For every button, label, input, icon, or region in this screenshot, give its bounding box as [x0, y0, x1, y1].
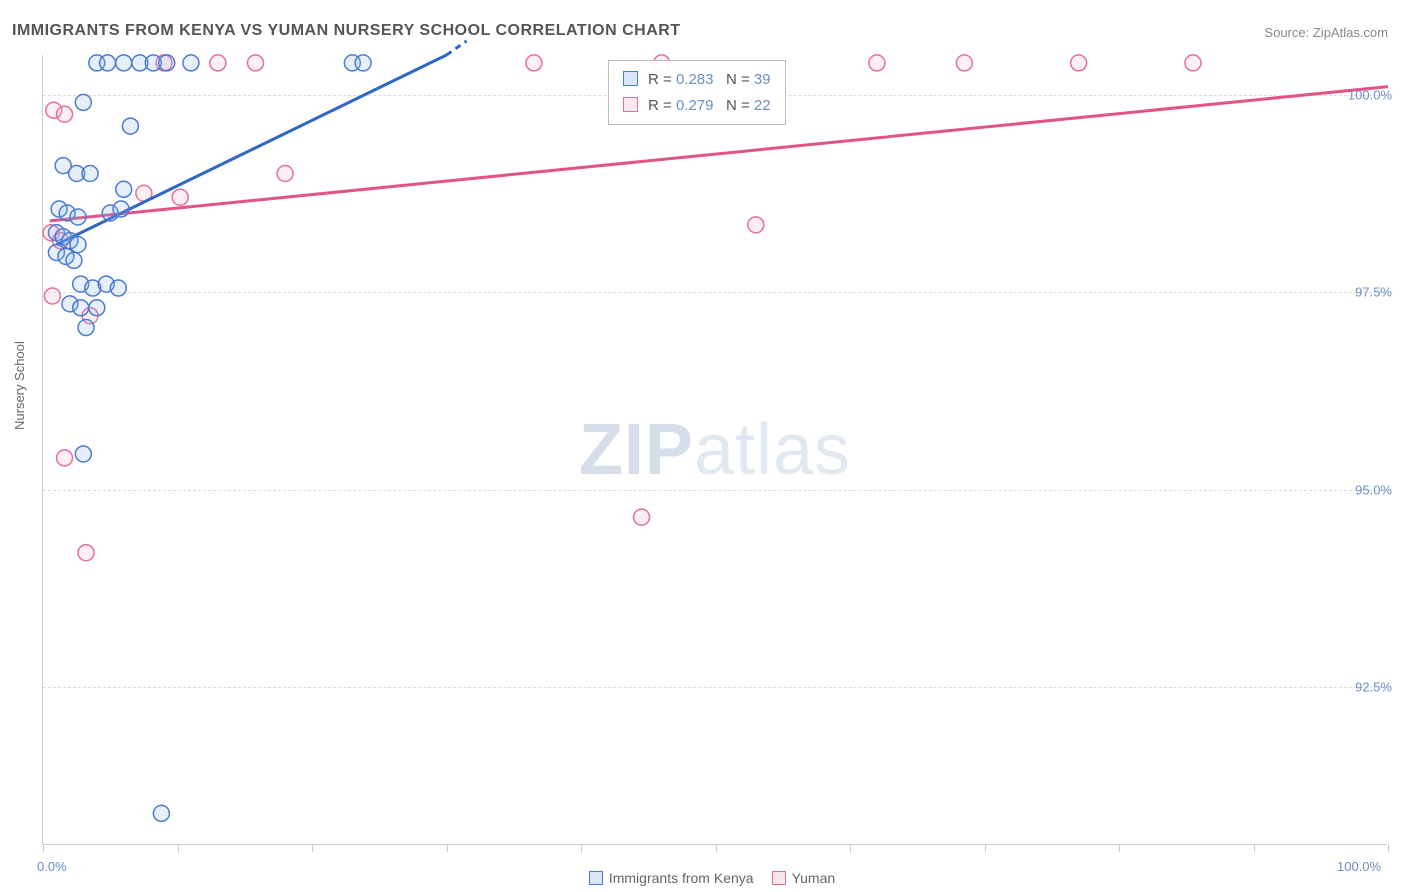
scatter-point [70, 237, 86, 253]
plot-area: ZIPatlas R = 0.283 N = 39R = 0.279 N = 2… [42, 55, 1387, 845]
legend-series-label: Immigrants from Kenya [609, 870, 754, 886]
legend-swatch [772, 871, 786, 885]
source-label: Source: [1264, 25, 1309, 40]
scatter-point [110, 280, 126, 296]
scatter-point [89, 300, 105, 316]
legend-r-value: 0.279 [676, 97, 714, 114]
legend-row: R = 0.279 N = 22 [623, 93, 771, 119]
y-tick-label: 92.5% [1355, 680, 1392, 695]
x-tick [447, 844, 448, 852]
chart-title: IMMIGRANTS FROM KENYA VS YUMAN NURSERY S… [12, 22, 681, 40]
scatter-point [73, 300, 89, 316]
scatter-point [78, 545, 94, 561]
scatter-point [210, 55, 226, 71]
x-tick [1119, 844, 1120, 852]
legend-swatch [623, 97, 638, 112]
scatter-point [122, 118, 138, 134]
x-tick [312, 844, 313, 852]
scatter-point [100, 55, 116, 71]
x-tick [43, 844, 44, 852]
trend-line-ext [447, 41, 467, 55]
scatter-point [116, 181, 132, 197]
scatter-point [75, 94, 91, 110]
legend-n-value: 39 [754, 71, 771, 88]
scatter-point [57, 450, 73, 466]
legend-r-label: R = [648, 71, 676, 88]
scatter-point [183, 55, 199, 71]
scatter-svg [43, 55, 1387, 844]
scatter-point [172, 189, 188, 205]
y-tick-label: 100.0% [1348, 87, 1392, 102]
legend-n-label: N = [713, 97, 753, 114]
x-tick [985, 844, 986, 852]
scatter-point [355, 55, 371, 71]
chart-container: IMMIGRANTS FROM KENYA VS YUMAN NURSERY S… [0, 0, 1406, 892]
x-tick [1388, 844, 1389, 852]
scatter-point [75, 446, 91, 462]
legend-r-value: 0.283 [676, 71, 714, 88]
scatter-point [159, 55, 175, 71]
legend-r-label: R = [648, 97, 676, 114]
legend-n-label: N = [713, 71, 753, 88]
legend-box: R = 0.283 N = 39R = 0.279 N = 22 [608, 60, 786, 125]
legend-series-label: Yuman [792, 870, 836, 886]
x-tick [1254, 844, 1255, 852]
scatter-point [44, 288, 60, 304]
y-tick-label: 95.0% [1355, 482, 1392, 497]
legend-n-value: 22 [754, 97, 771, 114]
x-tick [178, 844, 179, 852]
scatter-point [526, 55, 542, 71]
scatter-point [634, 509, 650, 525]
source-value: ZipAtlas.com [1313, 25, 1388, 40]
bottom-legend: Immigrants from Kenya Yuman [0, 870, 1406, 886]
x-tick [850, 844, 851, 852]
y-axis-label: Nursery School [12, 341, 27, 430]
scatter-point [57, 106, 73, 122]
legend-row: R = 0.283 N = 39 [623, 67, 771, 93]
scatter-point [277, 166, 293, 182]
scatter-point [153, 805, 169, 821]
y-tick-label: 97.5% [1355, 285, 1392, 300]
scatter-point [1185, 55, 1201, 71]
scatter-point [956, 55, 972, 71]
scatter-point [82, 166, 98, 182]
scatter-point [116, 55, 132, 71]
scatter-point [1071, 55, 1087, 71]
scatter-point [70, 209, 86, 225]
x-tick [716, 844, 717, 852]
x-tick [581, 844, 582, 852]
scatter-point [66, 252, 82, 268]
scatter-point [869, 55, 885, 71]
legend-swatch [623, 71, 638, 86]
source-attribution: Source: ZipAtlas.com [1264, 25, 1388, 40]
scatter-point [113, 201, 129, 217]
legend-swatch [589, 871, 603, 885]
scatter-point [748, 217, 764, 233]
scatter-point [78, 320, 94, 336]
scatter-point [248, 55, 264, 71]
